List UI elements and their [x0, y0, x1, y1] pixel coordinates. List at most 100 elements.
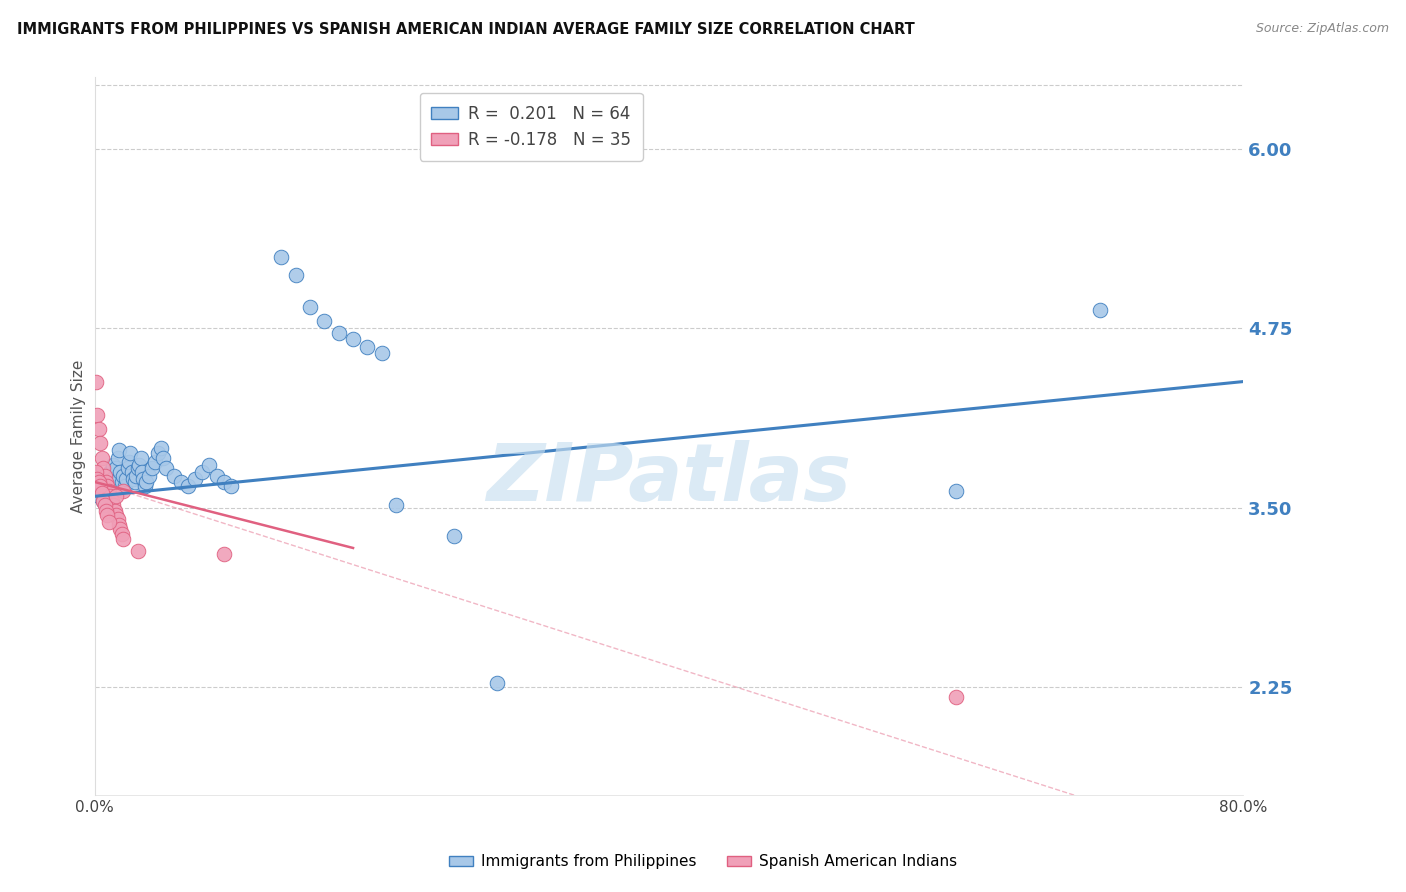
Point: [131, 465, 153, 479]
Point: [112, 469, 135, 483]
Point: [89, 472, 111, 486]
Point: [219, 479, 242, 493]
Point: [103, 498, 125, 512]
Point: [129, 450, 152, 465]
Point: [170, 475, 193, 489]
Point: [124, 475, 146, 489]
Point: [205, 469, 228, 483]
Point: [371, 346, 394, 360]
Point: [86, 408, 108, 422]
Point: [127, 544, 149, 558]
Point: [121, 465, 143, 479]
Point: [177, 479, 200, 493]
Point: [356, 340, 378, 354]
Point: [86, 479, 108, 493]
Point: [94, 475, 117, 489]
Point: [89, 436, 111, 450]
Point: [152, 450, 174, 465]
Point: [141, 460, 163, 475]
Text: ZIPatlas: ZIPatlas: [486, 440, 852, 518]
Point: [485, 675, 508, 690]
Point: [298, 300, 321, 314]
Point: [98, 489, 121, 503]
Point: [198, 458, 221, 472]
Point: [149, 441, 172, 455]
Point: [97, 479, 120, 493]
Point: [110, 465, 132, 479]
Point: [132, 472, 155, 486]
Point: [111, 475, 134, 489]
Point: [125, 469, 148, 483]
Point: [94, 503, 117, 517]
Point: [90, 483, 112, 498]
Point: [107, 450, 129, 465]
Point: [101, 472, 124, 486]
Point: [87, 489, 110, 503]
Point: [97, 483, 120, 498]
Text: Source: ZipAtlas.com: Source: ZipAtlas.com: [1256, 22, 1389, 36]
Point: [84, 465, 107, 479]
Point: [191, 465, 214, 479]
Point: [212, 475, 235, 489]
Point: [138, 469, 160, 483]
Point: [314, 314, 336, 328]
Point: [91, 493, 114, 508]
Point: [1088, 302, 1111, 317]
Point: [108, 518, 131, 533]
Point: [162, 469, 184, 483]
Point: [328, 326, 350, 340]
Point: [270, 250, 292, 264]
Point: [104, 503, 127, 517]
Point: [104, 475, 127, 489]
Point: [128, 458, 150, 472]
Legend: R =  0.201   N = 64, R = -0.178   N = 35: R = 0.201 N = 64, R = -0.178 N = 35: [419, 93, 643, 161]
Point: [146, 446, 169, 460]
Point: [105, 460, 128, 475]
Point: [143, 455, 166, 469]
Point: [117, 460, 139, 475]
Point: [134, 479, 156, 493]
Point: [155, 460, 177, 475]
Point: [87, 475, 110, 489]
Point: [284, 268, 307, 283]
Text: IMMIGRANTS FROM PHILIPPINES VS SPANISH AMERICAN INDIAN AVERAGE FAMILY SIZE CORRE: IMMIGRANTS FROM PHILIPPINES VS SPANISH A…: [17, 22, 915, 37]
Point: [127, 460, 149, 475]
Point: [91, 460, 114, 475]
Point: [111, 526, 134, 541]
Point: [945, 483, 967, 498]
Point: [107, 512, 129, 526]
Point: [89, 479, 111, 493]
Point: [443, 529, 465, 543]
Point: [114, 479, 136, 493]
Point: [96, 486, 118, 500]
Point: [184, 472, 207, 486]
Point: [91, 493, 114, 508]
Point: [87, 422, 110, 436]
Point: [96, 508, 118, 522]
Point: [93, 475, 115, 489]
Point: [118, 455, 141, 469]
Legend: Immigrants from Philippines, Spanish American Indians: Immigrants from Philippines, Spanish Ame…: [443, 848, 963, 875]
Point: [84, 375, 107, 389]
Point: [97, 515, 120, 529]
Y-axis label: Average Family Size: Average Family Size: [72, 359, 86, 513]
Point: [135, 475, 157, 489]
Point: [93, 469, 115, 483]
Point: [96, 479, 118, 493]
Point: [86, 472, 108, 486]
Point: [93, 498, 115, 512]
Point: [90, 486, 112, 500]
Point: [112, 533, 135, 547]
Point: [945, 690, 967, 705]
Point: [342, 332, 364, 346]
Point: [101, 493, 124, 508]
Point: [90, 450, 112, 465]
Point: [98, 465, 121, 479]
Point: [120, 446, 142, 460]
Point: [212, 547, 235, 561]
Point: [105, 489, 128, 503]
Point: [115, 472, 138, 486]
Point: [112, 483, 135, 498]
Point: [94, 469, 117, 483]
Point: [105, 508, 128, 522]
